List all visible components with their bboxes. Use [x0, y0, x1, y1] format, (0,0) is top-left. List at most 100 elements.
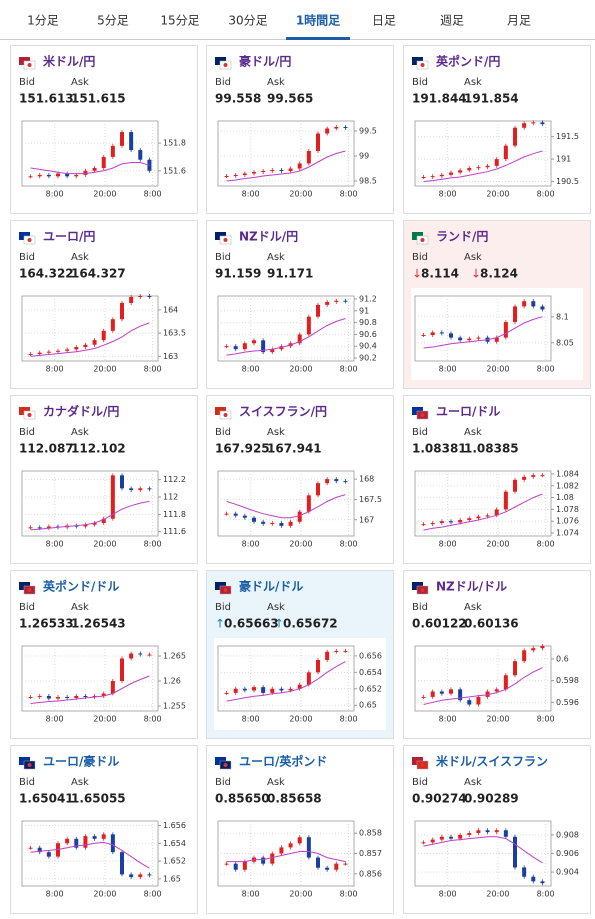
candle [138, 874, 143, 878]
candle [467, 168, 472, 171]
candle [513, 836, 517, 868]
candle [306, 495, 311, 512]
candle [297, 511, 302, 522]
candle [101, 330, 106, 341]
y-tick-label: 1.652 [163, 857, 186, 866]
y-tick-label: 163.5 [163, 329, 186, 338]
bid-value: 0.60122 [412, 617, 467, 631]
bid-value: 191.844 [412, 92, 467, 106]
tab[interactable]: 日足 [372, 14, 396, 28]
active-tab-underline [286, 37, 350, 40]
candle [288, 843, 293, 848]
candle [476, 167, 481, 169]
y-tick-label: 1.074 [556, 529, 579, 538]
candle [147, 874, 152, 876]
flag [27, 588, 32, 592]
y-tick-label: 0.856 [359, 869, 382, 878]
y-tick-label: 151.8 [163, 139, 186, 148]
y-tick-label: 0.6 [556, 655, 569, 664]
pair-title[interactable]: 豪ドル/ドル [239, 579, 303, 594]
bid-value: 167.925 [215, 442, 270, 456]
bid-value: 0.85650 [215, 792, 270, 806]
pair-title[interactable]: NZドル/ドル [436, 580, 507, 594]
candle [74, 696, 79, 698]
candle [503, 830, 508, 837]
tab[interactable]: 1分足 [27, 14, 59, 28]
candle [334, 479, 339, 482]
candle [110, 834, 115, 853]
tab[interactable]: 1時間足 [296, 13, 340, 28]
candle [270, 170, 275, 171]
pair-title[interactable]: カナダドル/円 [43, 404, 119, 419]
candle [120, 658, 124, 681]
x-tick-label: 8:00 [46, 365, 64, 374]
candle [252, 517, 256, 522]
pair-title[interactable]: スイスフラン/円 [239, 405, 327, 419]
flag [223, 413, 228, 417]
candle [540, 881, 545, 884]
candle [252, 687, 256, 691]
pair-title[interactable]: 豪ドル/円 [239, 54, 291, 69]
y-tick-label: 1.076 [556, 517, 579, 526]
candle [288, 521, 293, 526]
candle [540, 122, 545, 125]
y-tick-label: 1.265 [163, 652, 186, 661]
candle [92, 168, 97, 171]
candle [467, 833, 472, 835]
pair-title[interactable]: ユーロ/ドル [436, 405, 500, 419]
x-tick-label: 8:00 [537, 890, 555, 899]
candle [83, 696, 88, 697]
pair-title[interactable]: ランド/円 [436, 230, 488, 244]
candle [83, 524, 88, 527]
pair-title[interactable]: 英ポンド/円 [436, 54, 500, 69]
bid-label: Bid [215, 602, 231, 613]
candle [138, 296, 143, 297]
candle [46, 696, 51, 699]
candle [316, 483, 320, 496]
y-tick-label: 99 [359, 152, 369, 161]
candle [56, 697, 60, 699]
tab[interactable]: 30分足 [228, 14, 267, 28]
candle [92, 696, 97, 697]
candle [65, 173, 70, 177]
candle [467, 518, 472, 521]
pair-title[interactable]: 米ドル/スイスフラン [436, 754, 548, 769]
y-tick-label: 99.5 [359, 127, 377, 136]
ask-label: Ask [267, 77, 285, 88]
pair-title[interactable]: NZドル/円 [239, 230, 298, 244]
ask-label: Ask [267, 602, 285, 613]
candle [129, 874, 134, 878]
tab[interactable]: 月足 [507, 14, 531, 28]
y-tick-label: 0.598 [556, 676, 579, 685]
candle [458, 520, 463, 523]
x-tick-label: 8:00 [439, 890, 457, 899]
tab[interactable]: 5分足 [97, 14, 129, 28]
pair-title[interactable]: ユーロ/円 [43, 230, 95, 244]
bid-value: 1.65041 [19, 792, 74, 806]
candle [224, 346, 229, 348]
candle [120, 475, 124, 489]
pair-title[interactable]: ユーロ/豪ドル [43, 754, 119, 769]
candle [288, 168, 293, 171]
candle [129, 653, 134, 659]
y-tick-label: 163 [163, 352, 178, 361]
candle [224, 863, 229, 865]
candle [325, 479, 330, 484]
ask-value: 99.565 [267, 92, 313, 106]
ask-value: 0.60136 [464, 617, 519, 631]
pair-title[interactable]: 米ドル/円 [43, 54, 95, 69]
pair-title[interactable]: 英ポンド/ドル [43, 579, 119, 594]
candle [503, 145, 508, 160]
pair-title[interactable]: ユーロ/英ポンド [239, 754, 327, 769]
ask-value: 1.26543 [71, 617, 126, 631]
candle [430, 839, 435, 843]
candle [325, 128, 330, 134]
candle [28, 176, 33, 178]
y-tick-label: 8.05 [556, 338, 574, 347]
tab[interactable]: 15分足 [160, 14, 199, 28]
chart-frame [414, 820, 552, 887]
moving-average [423, 150, 543, 182]
x-tick-label: 8:00 [340, 190, 358, 199]
tab[interactable]: 週足 [440, 14, 464, 28]
candle [46, 351, 51, 353]
